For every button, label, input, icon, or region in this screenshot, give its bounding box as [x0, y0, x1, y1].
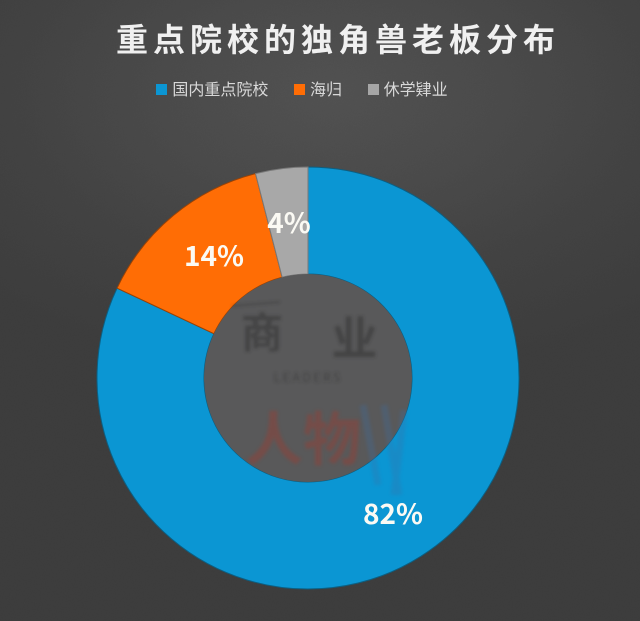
svg-text:人物: 人物	[245, 393, 361, 477]
svg-text:LEADERS: LEADERS	[273, 367, 342, 386]
svg-text:14%: 14%	[184, 235, 244, 275]
svg-text:业: 业	[332, 303, 376, 369]
svg-text:商: 商	[241, 300, 283, 361]
svg-text:4%: 4%	[267, 202, 311, 242]
svg-text:82%: 82%	[363, 493, 423, 533]
